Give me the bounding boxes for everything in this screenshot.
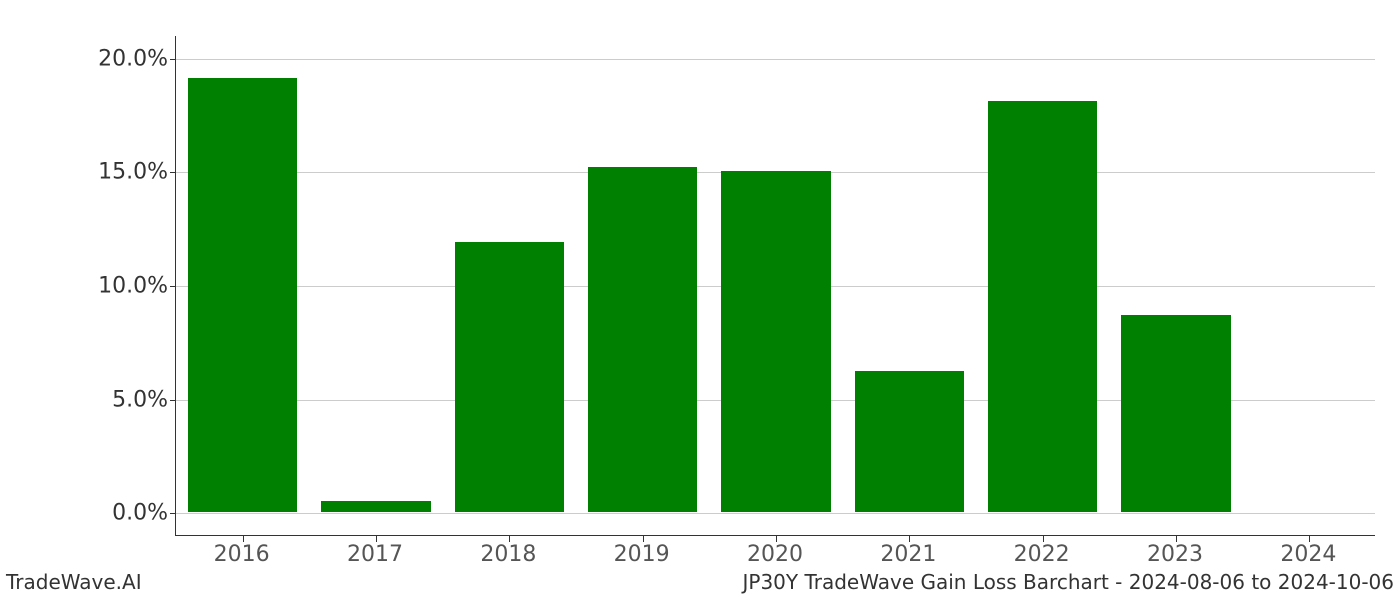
y-tick-label: 15.0% — [98, 160, 168, 185]
x-tick-label: 2017 — [347, 542, 403, 567]
y-tick-label: 5.0% — [112, 387, 168, 412]
bar — [855, 371, 964, 512]
y-tick-label: 10.0% — [98, 274, 168, 299]
footer-left: TradeWave.AI — [6, 570, 142, 594]
x-tick-label: 2023 — [1147, 542, 1203, 567]
bar — [455, 242, 564, 512]
y-tick-label: 20.0% — [98, 46, 168, 71]
bar — [588, 167, 697, 512]
x-tick-label: 2020 — [747, 542, 803, 567]
x-tick-label: 2019 — [614, 542, 670, 567]
y-tick-mark — [170, 400, 176, 401]
bar — [1121, 315, 1230, 513]
y-tick-mark — [170, 59, 176, 60]
gridline — [176, 513, 1375, 514]
bar — [721, 171, 830, 512]
bar — [988, 101, 1097, 512]
x-tick-label: 2016 — [214, 542, 270, 567]
bar — [188, 78, 297, 512]
y-tick-label: 0.0% — [112, 501, 168, 526]
y-tick-mark — [170, 286, 176, 287]
gridline — [176, 59, 1375, 60]
bar — [321, 501, 430, 512]
y-tick-mark — [170, 513, 176, 514]
x-tick-label: 2021 — [880, 542, 936, 567]
chart-container: TradeWave.AI JP30Y TradeWave Gain Loss B… — [0, 0, 1400, 600]
y-tick-mark — [170, 172, 176, 173]
x-tick-label: 2024 — [1280, 542, 1336, 567]
x-tick-label: 2022 — [1014, 542, 1070, 567]
x-tick-label: 2018 — [480, 542, 536, 567]
plot-area — [175, 36, 1375, 536]
footer-right: JP30Y TradeWave Gain Loss Barchart - 202… — [743, 570, 1395, 594]
